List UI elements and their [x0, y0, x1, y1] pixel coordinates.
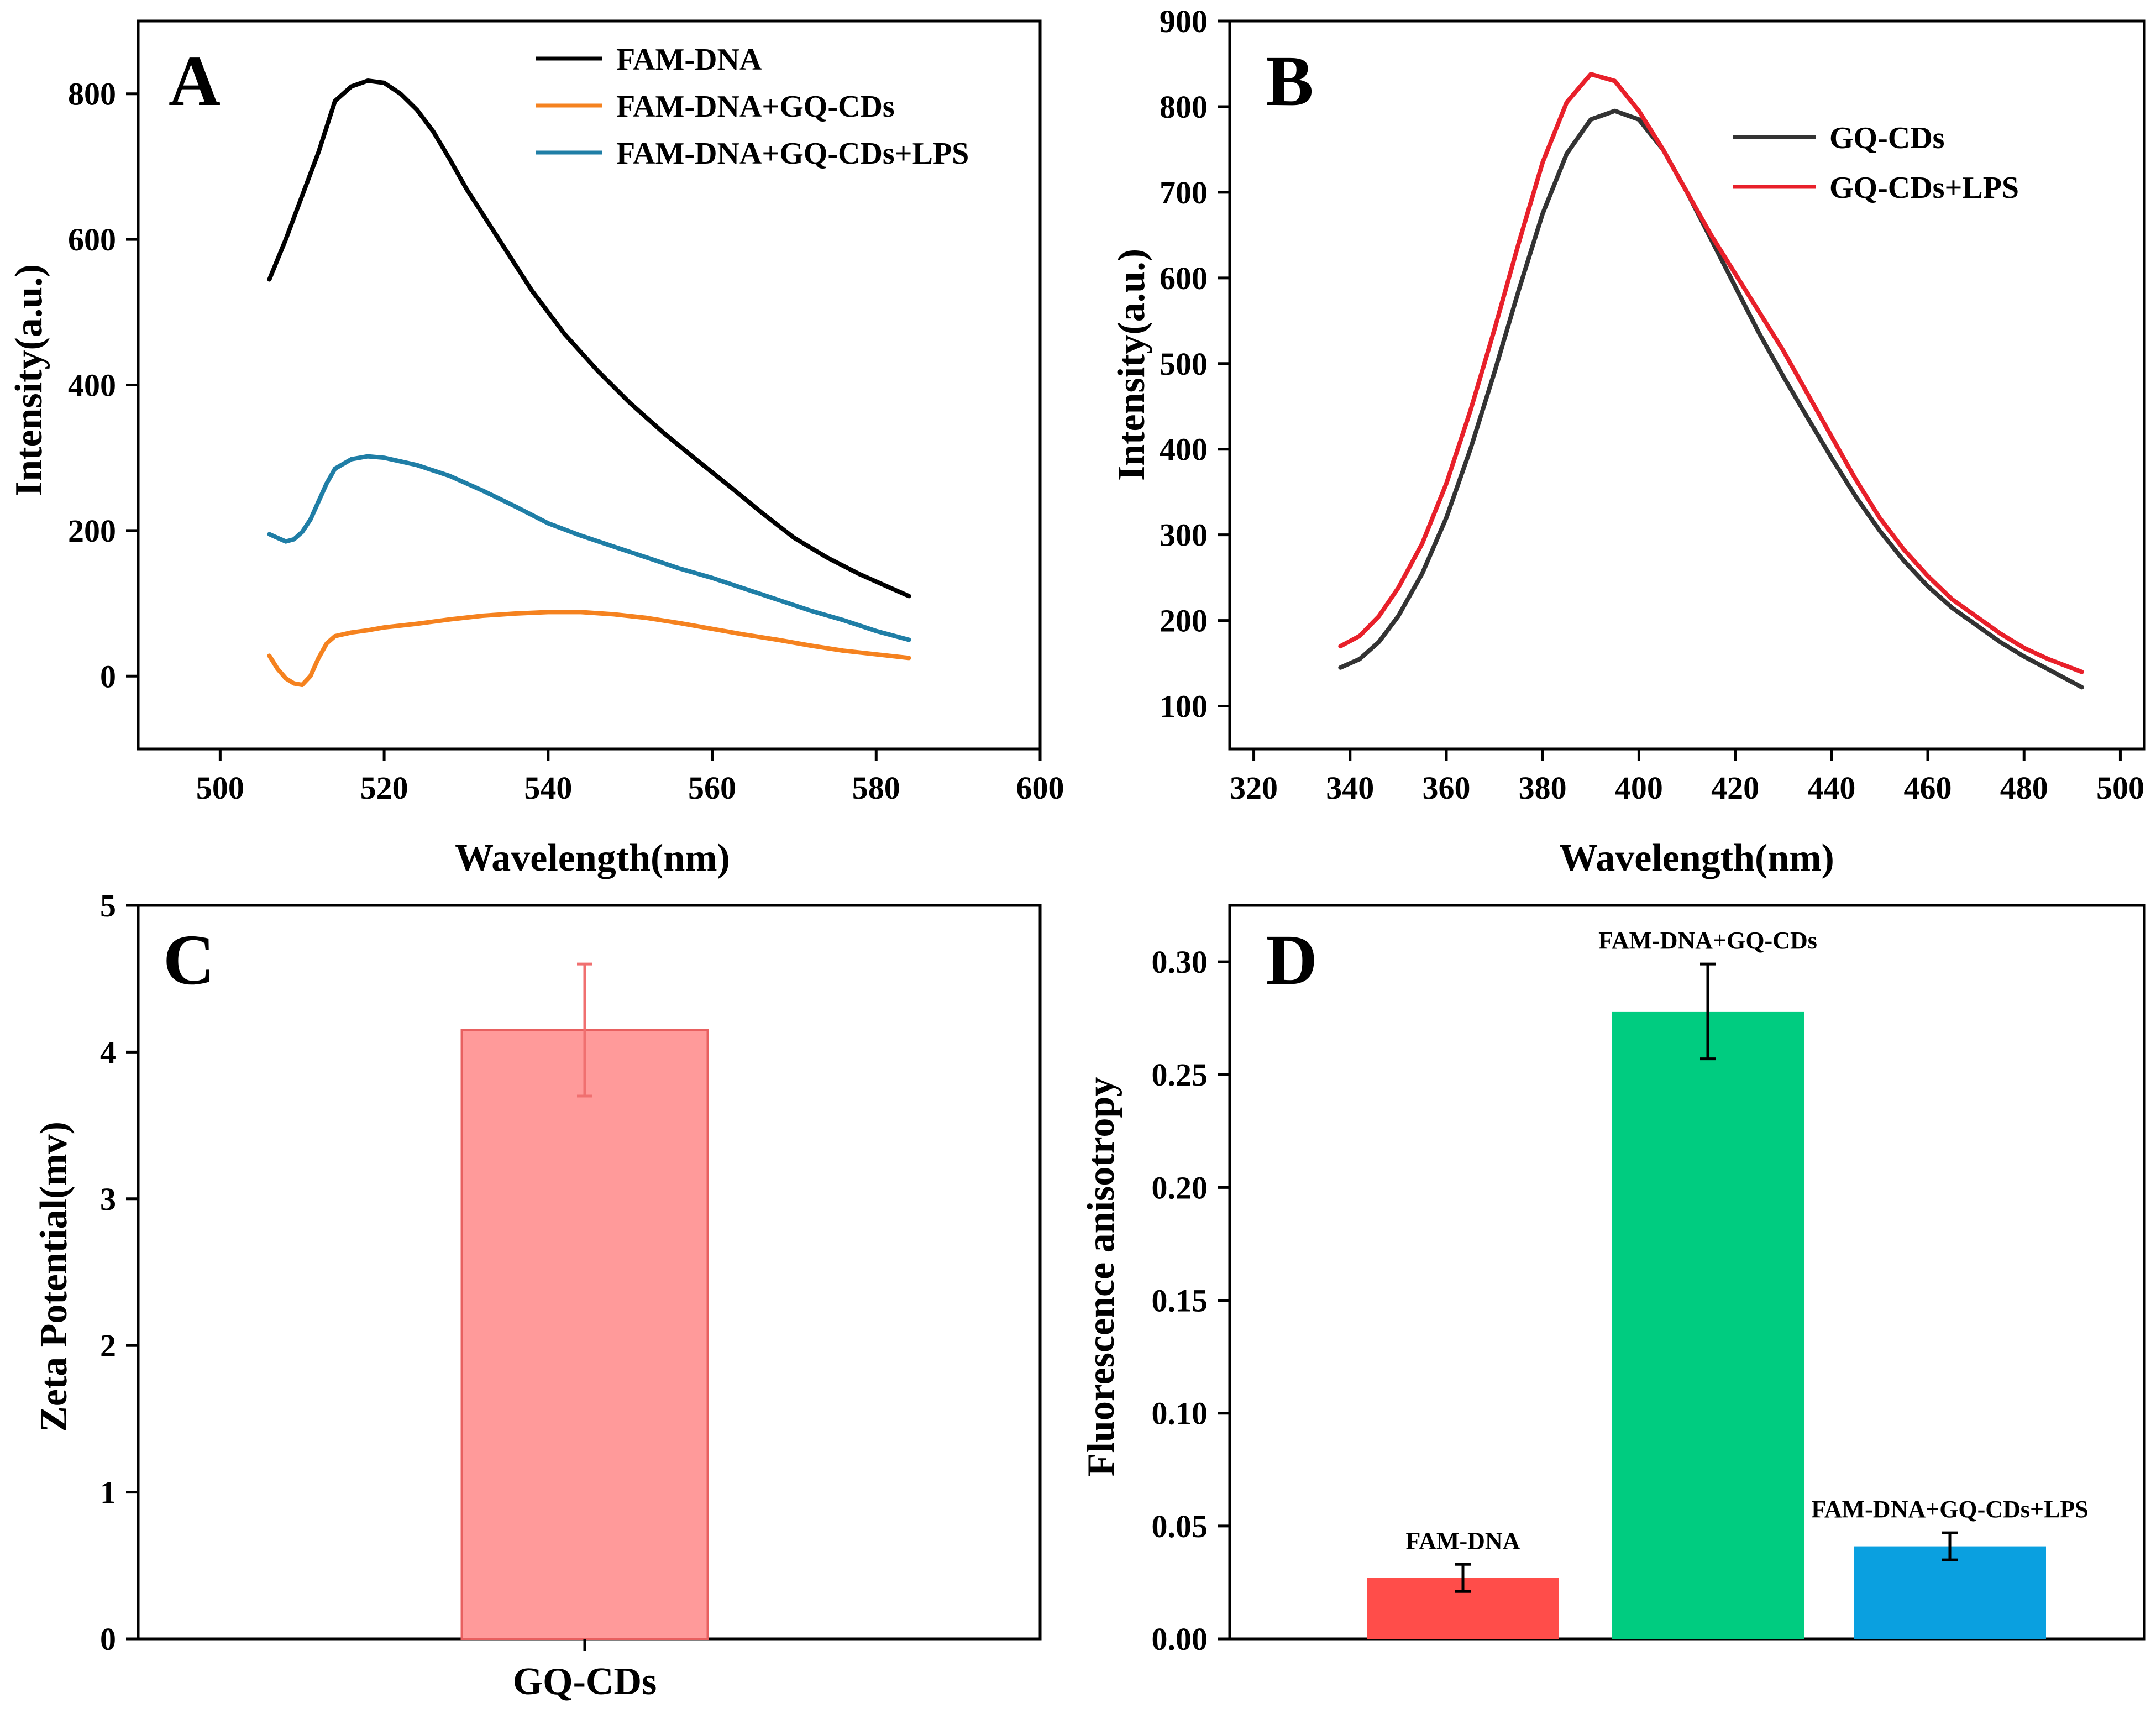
panel-d-ylabel: Fluorescence anisotropy	[1080, 1077, 1122, 1477]
panel-b-legend-label-0: GQ-CDs	[1829, 121, 1944, 155]
panel-a-xtick-label: 520	[360, 770, 408, 806]
panel-b-xtick-label: 320	[1230, 770, 1278, 806]
panel-a-ytick-label: 400	[68, 368, 116, 403]
panel-a-ytick-label: 600	[68, 222, 116, 258]
panel-c-ytick-label: 5	[100, 888, 116, 924]
panel-c: C Zeta Potential(mv) 0 1 2 3 4 5 GQ-CDs	[33, 888, 1042, 1703]
panel-d-ytick-label: 0.15	[1152, 1283, 1208, 1319]
panel-b-xtick-label: 500	[2096, 770, 2144, 806]
panel-b-xlabel: Wavelength(nm)	[1559, 837, 1834, 879]
panel-a-legend-label-0: FAM-DNA	[616, 43, 762, 77]
panel-b-xtick-label: 420	[1711, 770, 1759, 806]
panel-b-axes-frame	[1228, 19, 2146, 751]
panel-b-ytick-label: 300	[1160, 517, 1208, 553]
panel-b-ytick-label: 700	[1160, 175, 1208, 211]
panel-a-ylabel: Intensity(a.u.)	[8, 264, 50, 496]
panel-d-letter: D	[1266, 920, 1318, 1000]
panel-a-ytick-label: 800	[68, 76, 116, 112]
panel-b-ytick-label: 500	[1160, 346, 1208, 382]
panel-b-ytick-label: 400	[1160, 432, 1208, 468]
panel-a-series-line-0	[267, 78, 911, 599]
panel-b-xtick-label: 400	[1615, 770, 1663, 806]
panel-a-ytick-label: 200	[68, 513, 116, 549]
panel-b-legend-label-1: GQ-CDs+LPS	[1829, 171, 2019, 205]
panel-c-ytick-label: 2	[100, 1328, 116, 1364]
panel-c-ytick-label: 0	[100, 1621, 116, 1657]
panel-d-bar-1	[1612, 1011, 1804, 1639]
panel-a-xtick-label: 580	[852, 770, 900, 806]
panel-b-xtick-label: 380	[1519, 770, 1567, 806]
panel-d-bar-2	[1854, 1546, 2046, 1639]
panel-d-ytick-label: 0.30	[1152, 944, 1208, 980]
panel-c-ylabel: Zeta Potential(mv)	[33, 1121, 75, 1432]
panel-b-ytick-label: 200	[1160, 603, 1208, 639]
panel-b-ylabel: Intensity(a.u.)	[1110, 249, 1153, 481]
panel-d: D Fluorescence anisotropy 0.00 0.05 0.10 0.…	[1080, 904, 2146, 1657]
panel-c-ytick-label: 1	[100, 1475, 116, 1511]
panel-d-ytick-label: 0.25	[1152, 1057, 1208, 1093]
panel-c-bar-0	[460, 1029, 709, 1640]
panel-b-ytick-label: 100	[1160, 689, 1208, 725]
panel-c-ytick-label: 4	[100, 1034, 116, 1070]
panel-d-ytick-label: 0.20	[1152, 1170, 1208, 1206]
panel-a-xtick-label: 500	[196, 770, 244, 806]
panel-c-xtick-label-0: GQ-CDs	[513, 1660, 657, 1703]
panel-b-ytick-label: 800	[1160, 89, 1208, 125]
panel-a-xtick-label: 600	[1016, 770, 1064, 806]
panel-a-legend-label-2: FAM-DNA+GQ-CDs+LPS	[616, 137, 969, 171]
panel-d-ytick-label: 0.05	[1152, 1508, 1208, 1544]
panel-c-ytick-label: 3	[100, 1181, 116, 1217]
panel-a-series-line-2	[267, 454, 911, 642]
panel-b-xtick-label: 480	[2000, 770, 2048, 806]
panel-b-series-line-1	[1338, 72, 2084, 674]
panel-a-xtick-label: 540	[524, 770, 572, 806]
panel-d-bar-label-1: FAM-DNA+GQ-CDs	[1598, 927, 1817, 954]
panel-a: A Wavelength(nm) Intensity(a.u.) 500 520 5…	[8, 19, 1064, 879]
panel-b-ytick-label: 900	[1160, 3, 1208, 39]
panel-a-ytick-label: 0	[100, 658, 116, 694]
panel-d-bar-label-0: FAM-DNA	[1406, 1527, 1520, 1554]
panel-a-xtick-label: 560	[688, 770, 736, 806]
panel-b: B Wavelength(nm) Intensity(a.u.) 320 340 3…	[1110, 3, 2146, 879]
panel-a-letter: A	[169, 41, 221, 121]
panel-b-xtick-label: 360	[1422, 770, 1470, 806]
panel-a-xlabel: Wavelength(nm)	[455, 837, 730, 879]
panel-b-xtick-label: 440	[1807, 770, 1855, 806]
panel-b-ytick-label: 600	[1160, 260, 1208, 296]
panel-b-xtick-label: 460	[1904, 770, 1952, 806]
panel-b-xtick-label: 340	[1326, 770, 1374, 806]
panel-a-series-line-1	[267, 610, 911, 688]
panel-d-bar-label-2: FAM-DNA+GQ-CDs+LPS	[1811, 1496, 2089, 1523]
panel-b-letter: B	[1266, 41, 1314, 121]
panel-c-letter: C	[163, 920, 215, 1000]
panel-d-ytick-label: 0.00	[1152, 1621, 1208, 1657]
panel-a-legend-label-1: FAM-DNA+GQ-CDs	[616, 90, 895, 124]
panel-d-ytick-label: 0.10	[1152, 1396, 1208, 1432]
